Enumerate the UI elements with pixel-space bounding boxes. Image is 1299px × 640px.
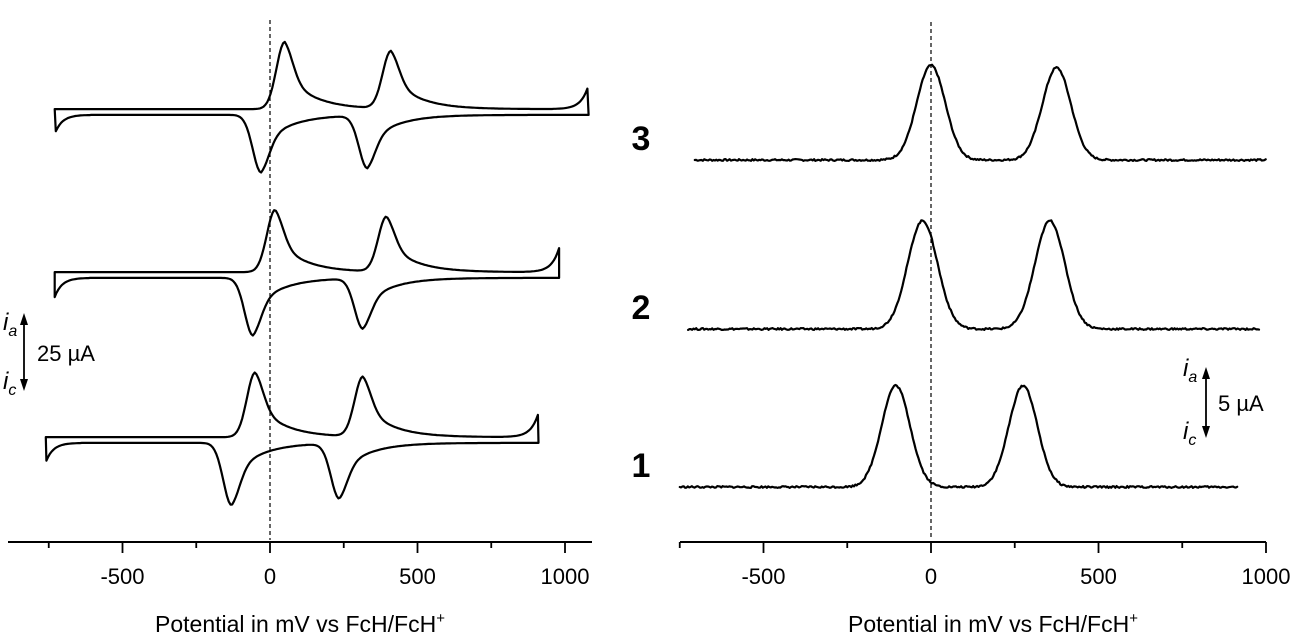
trace-label-3: 3	[632, 120, 651, 158]
cv-scale-value: 25 µA	[37, 341, 95, 366]
cv-curves	[44, 40, 590, 506]
trace-label-2: 2	[632, 289, 651, 327]
cv-scale-arrow-down	[20, 379, 28, 391]
swv-ticks: -500 0 500 1000	[678, 542, 1291, 589]
swv-scale-arrow-up	[1202, 367, 1210, 379]
cv-x-axis-label-sup: +	[436, 610, 445, 627]
cv-x-tick-label: 0	[264, 564, 276, 589]
cv-scale-cathodic-label: ic	[3, 368, 16, 399]
cv-x-tick-label: -500	[100, 564, 144, 589]
swv-trace-1	[678, 383, 1239, 489]
swv-x-tick-label: 0	[925, 564, 937, 589]
cv-x-tick-label: 1000	[541, 564, 590, 589]
trace-label-1: 1	[632, 447, 651, 485]
swv-x-tick-label: -500	[741, 564, 785, 589]
cv-scale-bar: ia 25 µA ic	[3, 309, 95, 399]
cv-trace-2	[53, 209, 561, 337]
cv-x-axis-label-text: Potential in mV vs FcH/FcH	[155, 611, 436, 637]
swv-scale-value: 5 µA	[1218, 391, 1264, 416]
cv-panel: -500 0 500 1000 Potential in mV vs FcH/FcH+…	[3, 20, 592, 637]
swv-x-tick-label: 1000	[1242, 564, 1291, 589]
swv-scale-anodic-label: ia	[1183, 355, 1197, 386]
swv-trace-labels: 3 2 1	[632, 120, 651, 485]
swv-trace-2	[687, 219, 1261, 331]
cv-trace-1	[44, 371, 540, 506]
cv-scale-arrow-up	[20, 313, 28, 325]
cv-x-axis-label: Potential in mV vs FcH/FcH+	[155, 610, 445, 637]
swv-x-axis-label: Potential in mV vs FcH/FcH+	[848, 610, 1138, 637]
cv-ticks: -500 0 500 1000	[47, 542, 590, 589]
swv-curves	[678, 63, 1267, 489]
cv-trace-3	[53, 40, 590, 174]
swv-panel: -500 0 500 1000 Potential in mV vs FcH/FcH+…	[632, 22, 1291, 637]
swv-x-axis-label-sup: +	[1129, 610, 1138, 627]
swv-trace-3	[693, 63, 1267, 162]
swv-scale-arrow-down	[1202, 426, 1210, 438]
swv-scale-bar: ia 5 µA ic	[1183, 355, 1264, 449]
swv-scale-cathodic-label: ic	[1183, 418, 1196, 449]
cv-x-tick-label: 500	[399, 564, 436, 589]
cv-scale-anodic-label: ia	[3, 309, 17, 340]
swv-x-tick-label: 500	[1080, 564, 1117, 589]
swv-x-axis-label-text: Potential in mV vs FcH/FcH	[848, 611, 1129, 637]
